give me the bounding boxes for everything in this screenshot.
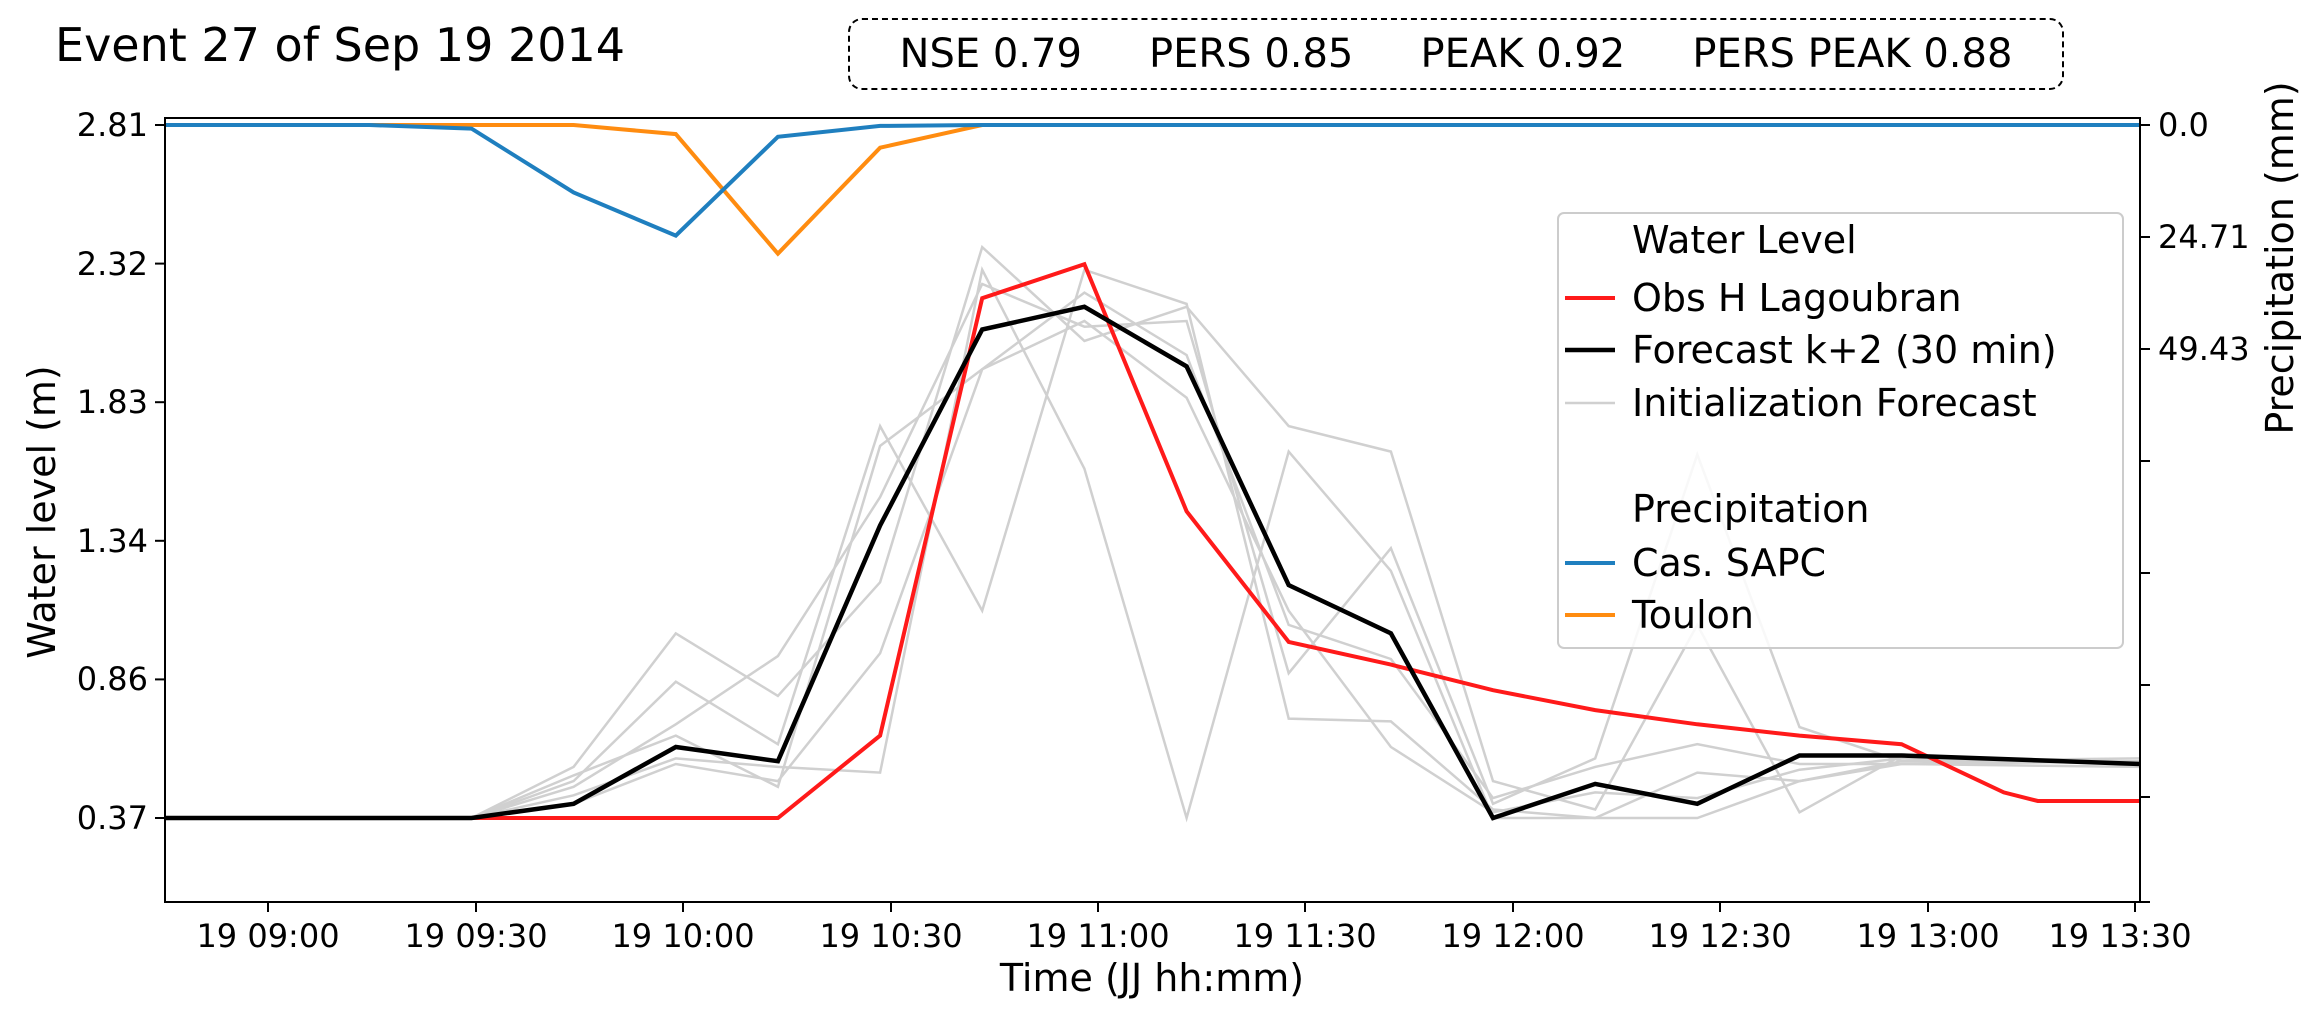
legend-label: Toulon xyxy=(1631,593,1754,637)
legend-label: Forecast k+2 (30 min) xyxy=(1632,328,2057,372)
init-forecast-line xyxy=(165,268,2141,820)
metric-pers: PERS 0.85 xyxy=(1149,31,1353,77)
x-tick-label: 19 12:00 xyxy=(1441,917,1584,955)
init-forecast-line xyxy=(165,291,2141,820)
metric-nse: NSE 0.79 xyxy=(900,31,1082,77)
plot-frame xyxy=(164,117,2141,903)
series-line-cas-sapc xyxy=(165,123,2140,238)
x-tick-label: 19 11:30 xyxy=(1233,917,1376,955)
x-axis: 19 09:00 19 09:30 19 10:00 19 10:30 19 1… xyxy=(196,902,2192,955)
metric-label: NSE xyxy=(899,31,981,77)
metric-value: 0.79 xyxy=(992,31,1082,77)
metric-label: PERS PEAK xyxy=(1692,31,1911,77)
metric-value: 0.88 xyxy=(1923,31,2013,77)
x-tick-label: 19 09:00 xyxy=(196,917,339,955)
y-tick-label: 1.34 xyxy=(77,522,148,560)
y-axis-left: 0.37 0.86 1.34 1.83 2.32 2.81 xyxy=(77,106,165,837)
metric-label: PERS xyxy=(1149,31,1252,77)
series-line-forecast-k2 xyxy=(165,304,2141,821)
y-axis-right: 0.0 24.71 49.43 xyxy=(2140,106,2250,903)
y2-tick-label: 49.43 xyxy=(2158,330,2250,368)
metric-peak: PEAK 0.92 xyxy=(1420,31,1625,77)
legend-label: Initialization Forecast xyxy=(1632,381,2037,425)
x-tick-label: 19 11:00 xyxy=(1026,917,1169,955)
chart-title: Event 27 of Sep 19 2014 xyxy=(55,18,626,72)
metric-value: 0.92 xyxy=(1536,31,1626,77)
y-tick-label: 2.32 xyxy=(77,245,148,283)
y2-tick-label: 0.0 xyxy=(2158,106,2209,144)
y-tick-label: 2.81 xyxy=(77,106,148,144)
legend-header-precipitation: Precipitation xyxy=(1632,487,1870,531)
series-line-obs-h-lagoubran xyxy=(165,261,2140,820)
y-tick-label: 0.86 xyxy=(77,660,148,698)
legend-label: Cas. SAPC xyxy=(1632,541,1826,585)
init-forecast-layer xyxy=(165,244,2141,823)
legend-frame xyxy=(1557,212,2124,649)
metrics-box: NSE 0.79 PERS 0.85 PEAK 0.92 PERS PEAK 0… xyxy=(848,18,2064,90)
metric-pers-peak: PERS PEAK 0.88 xyxy=(1692,31,2012,77)
metric-value: 0.85 xyxy=(1264,31,1354,77)
init-forecast-line xyxy=(165,266,2140,823)
x-tick-label: 19 10:00 xyxy=(611,917,754,955)
y-tick-label: 0.37 xyxy=(77,799,148,837)
legend: Water Level Obs H Lagoubran Forecast k+2… xyxy=(1557,212,2124,649)
legend-label: Obs H Lagoubran xyxy=(1632,276,1962,320)
y2-tick-label: 24.71 xyxy=(2158,218,2250,256)
x-tick-label: 19 09:30 xyxy=(404,917,547,955)
x-tick-label: 19 13:00 xyxy=(1856,917,1999,955)
x-tick-label: 19 12:30 xyxy=(1648,917,1791,955)
init-forecast-line xyxy=(165,244,2141,820)
metric-label: PEAK xyxy=(1420,31,1524,77)
x-tick-label: 19 13:30 xyxy=(2048,917,2191,955)
x-tick-label: 19 10:30 xyxy=(819,917,962,955)
y-axis-label: Water level (m) xyxy=(20,365,64,659)
legend-header-water-level: Water Level xyxy=(1632,218,1857,262)
y-tick-label: 1.83 xyxy=(77,383,148,421)
x-axis-label: Time (JJ hh:mm) xyxy=(999,956,1304,1000)
y2-axis-label: Precipitation (mm) xyxy=(2258,81,2302,434)
